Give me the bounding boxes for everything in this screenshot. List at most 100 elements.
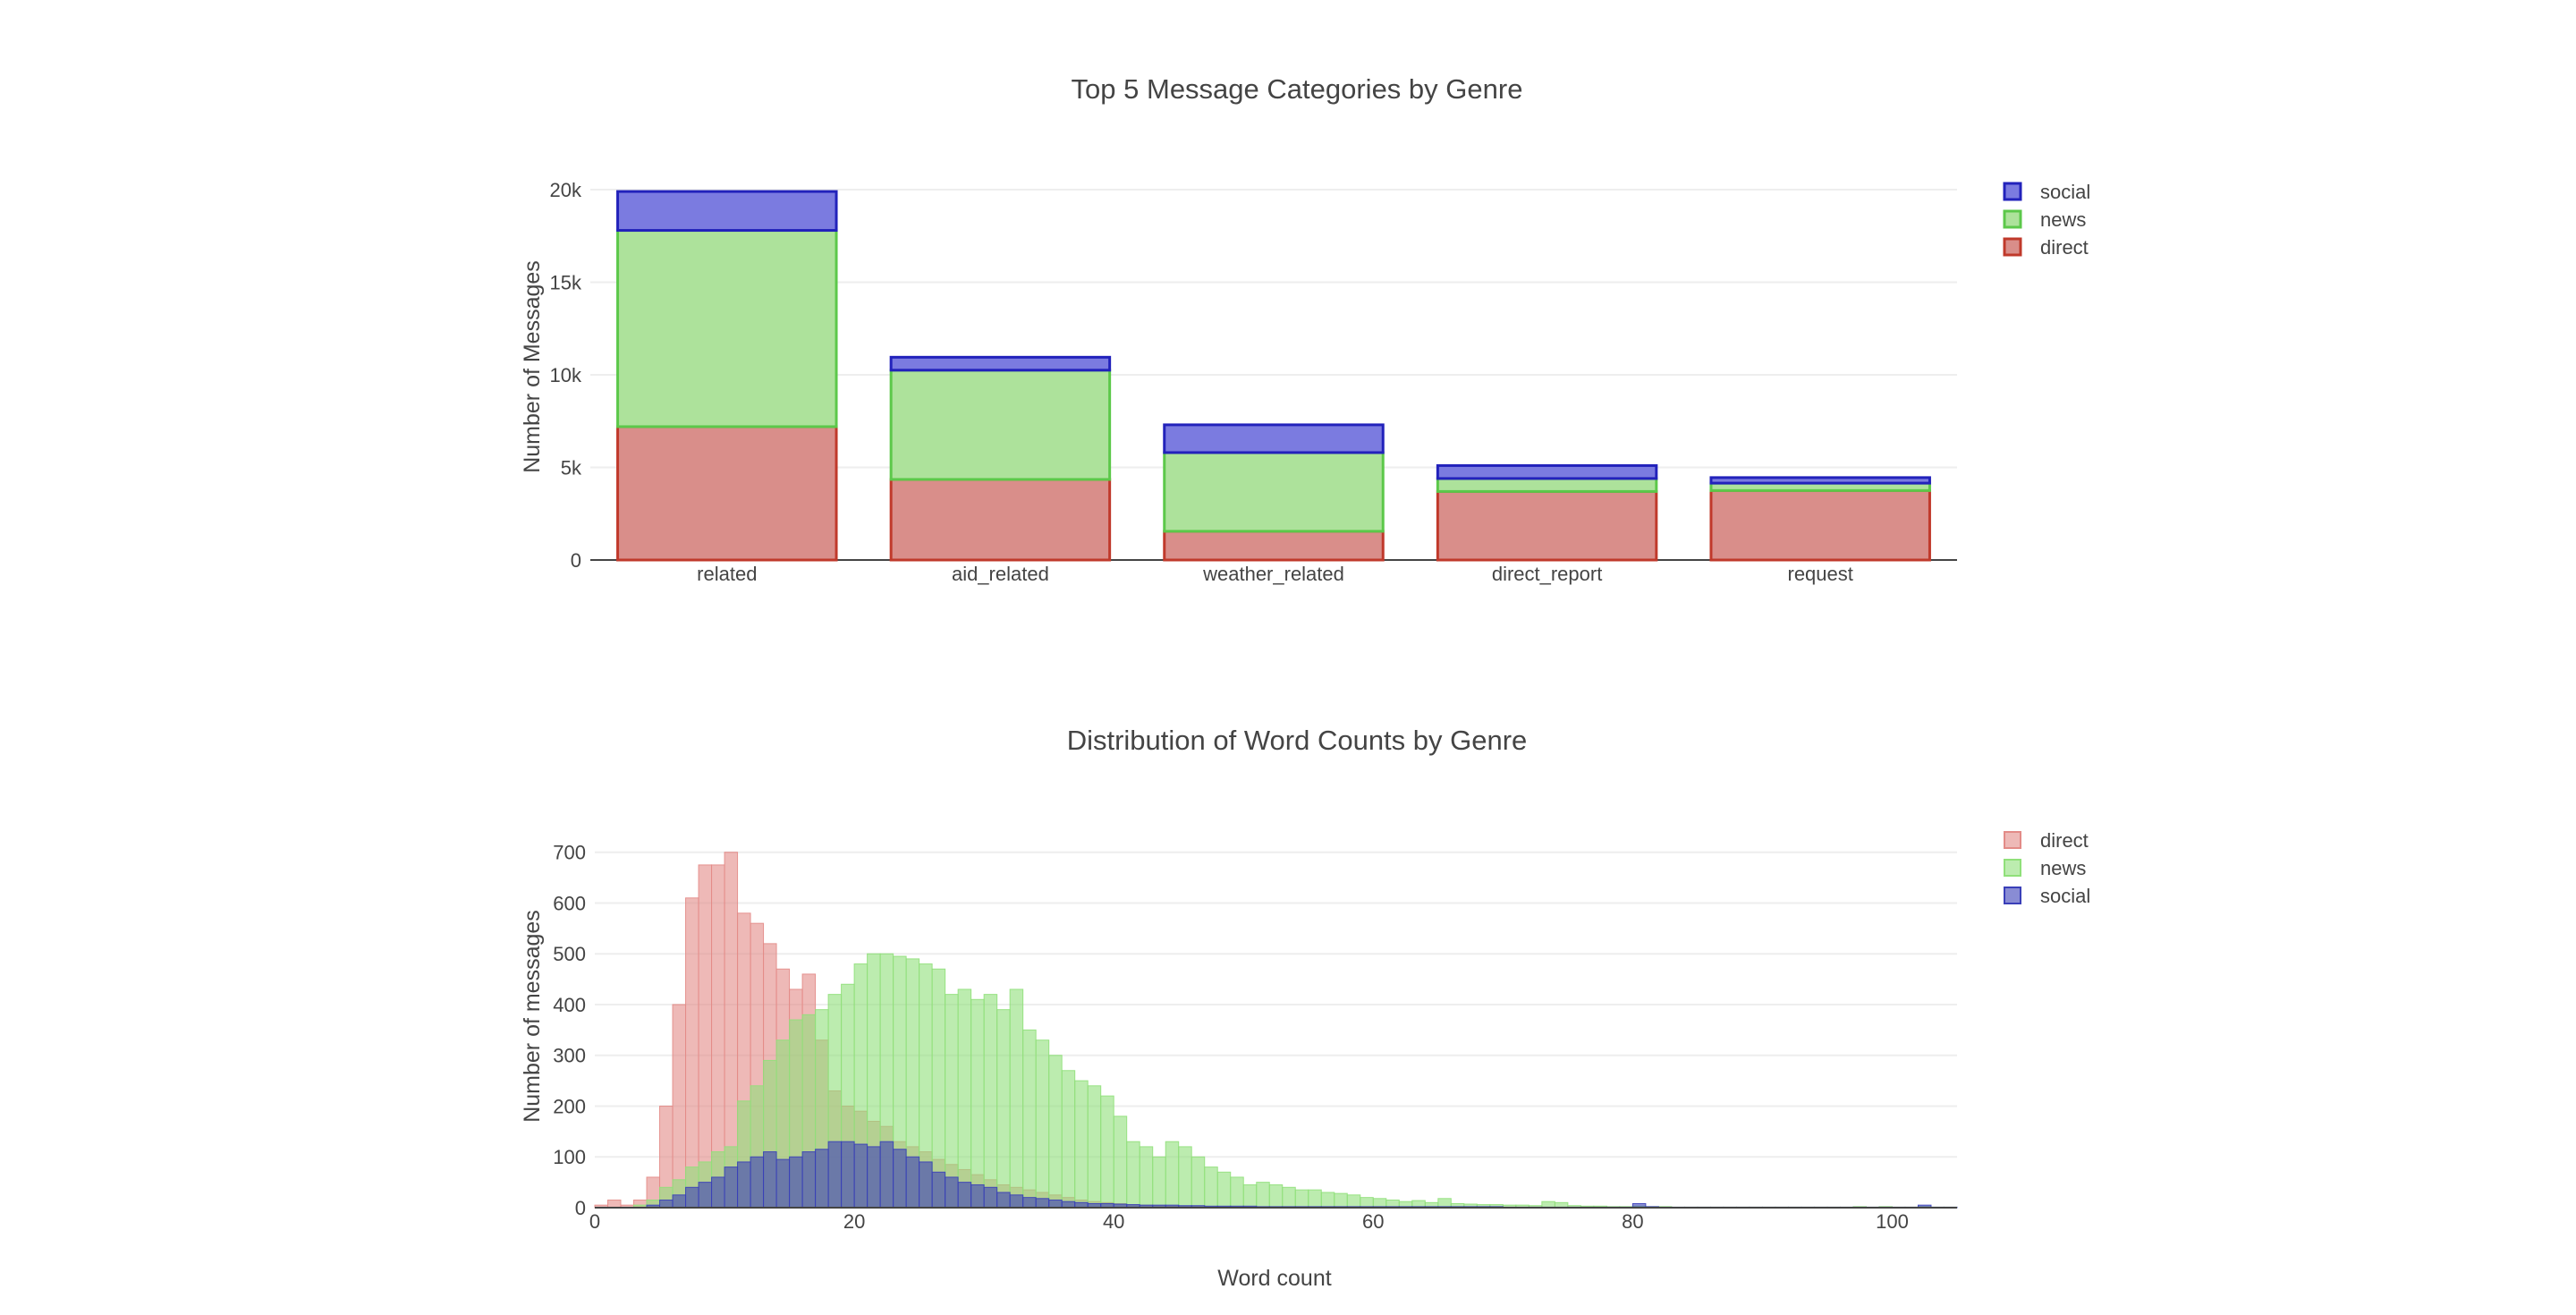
hist-bar-direct[interactable]	[607, 1199, 622, 1209]
hist-bar-news[interactable]	[1009, 988, 1024, 1209]
chart2-y-tick: 700	[553, 842, 586, 864]
legend-label-social[interactable]: social	[2040, 181, 2090, 203]
bar-direct-direct_report[interactable]	[1436, 489, 1658, 562]
hist-bar-social[interactable]	[737, 1161, 751, 1209]
hist-bar-social[interactable]	[659, 1199, 674, 1209]
hist-bar-social[interactable]	[1009, 1194, 1024, 1209]
bar-news-related[interactable]	[616, 229, 838, 428]
hist-bar-social[interactable]	[841, 1141, 855, 1209]
legend-label-direct[interactable]: direct	[2040, 236, 2089, 259]
hist-bar-social[interactable]	[996, 1192, 1011, 1209]
hist-bar-social[interactable]	[879, 1141, 894, 1209]
hist-bar-news[interactable]	[1256, 1182, 1270, 1209]
hist-bar-social[interactable]	[698, 1182, 713, 1209]
hist-bar-direct[interactable]	[672, 1004, 687, 1209]
hist-bar-social[interactable]	[983, 1186, 998, 1209]
legend-swatch-social[interactable]	[2004, 887, 2021, 904]
hist-bar-news[interactable]	[983, 994, 998, 1209]
bar-direct-aid_related[interactable]	[889, 478, 1112, 562]
chart2-x-tick-labels: 0 20 40 60 80 100	[589, 1210, 1909, 1233]
hist-bar-news[interactable]	[996, 1009, 1011, 1209]
hist-bar-social[interactable]	[1048, 1199, 1063, 1209]
hist-bar-news[interactable]	[1139, 1146, 1154, 1209]
hist-bar-news[interactable]	[1204, 1167, 1218, 1209]
hist-bar-social[interactable]	[893, 1149, 907, 1209]
hist-bar-social[interactable]	[711, 1176, 725, 1209]
hist-bar-social[interactable]	[945, 1176, 959, 1209]
hist-bar-news[interactable]	[1294, 1189, 1309, 1209]
bar-direct-weather_related[interactable]	[1163, 530, 1385, 562]
hist-bar-news[interactable]	[1230, 1176, 1244, 1209]
hist-bar-social[interactable]	[827, 1141, 843, 1209]
hist-bar-news[interactable]	[1216, 1171, 1232, 1209]
bar-direct-request[interactable]	[1709, 488, 1931, 562]
hist-bar-news[interactable]	[1074, 1080, 1089, 1209]
legend-label-news[interactable]: news	[2040, 857, 2086, 879]
hist-bar-news[interactable]	[945, 994, 959, 1209]
hist-bar-social[interactable]	[931, 1171, 946, 1209]
hist-bar-news[interactable]	[1048, 1055, 1063, 1209]
hist-bar-social[interactable]	[801, 1151, 817, 1209]
hist-bar-social[interactable]	[970, 1184, 985, 1209]
bar-social-direct_report[interactable]	[1436, 463, 1658, 480]
hist-bar-news[interactable]	[1178, 1146, 1192, 1209]
hist-bar-news[interactable]	[1308, 1189, 1322, 1209]
bar-direct-related[interactable]	[616, 425, 838, 562]
hist-bar-news[interactable]	[1346, 1194, 1361, 1209]
hist-bar-news[interactable]	[1282, 1186, 1296, 1209]
hist-bar-news[interactable]	[1035, 1039, 1050, 1209]
hist-bar-news[interactable]	[1320, 1192, 1335, 1209]
hist-bar-social[interactable]	[775, 1158, 791, 1209]
hist-bar-news[interactable]	[1268, 1184, 1284, 1209]
legend-swatch-news[interactable]	[2004, 859, 2021, 877]
bar-news-weather_related[interactable]	[1163, 451, 1385, 533]
legend-swatch-news[interactable]	[2003, 209, 2022, 229]
legend-swatch-social[interactable]	[2003, 182, 2022, 201]
hist-bar-news[interactable]	[957, 988, 972, 1209]
hist-bar-social[interactable]	[1022, 1197, 1037, 1209]
hist-bar-news[interactable]	[1360, 1197, 1374, 1209]
hist-bar-social[interactable]	[763, 1151, 777, 1209]
chart2-legend[interactable]: direct news social	[2004, 829, 2090, 907]
hist-bar-social[interactable]	[672, 1194, 687, 1209]
bar-news-direct_report[interactable]	[1436, 477, 1658, 493]
bar-social-aid_related[interactable]	[889, 355, 1112, 372]
bar-news-aid_related[interactable]	[889, 369, 1112, 481]
hist-bar-news[interactable]	[1191, 1156, 1206, 1209]
hist-bar-social[interactable]	[750, 1156, 765, 1209]
bar-social-request[interactable]	[1709, 476, 1931, 485]
legend-label-news[interactable]: news	[2040, 208, 2086, 231]
bar-social-related[interactable]	[616, 190, 838, 233]
hist-bar-social[interactable]	[685, 1186, 699, 1209]
hist-bar-news[interactable]	[1100, 1095, 1114, 1209]
hist-bar-news[interactable]	[1022, 1029, 1037, 1209]
hist-bar-social[interactable]	[853, 1143, 869, 1209]
legend-label-social[interactable]: social	[2040, 885, 2090, 907]
hist-bar-news[interactable]	[1126, 1141, 1140, 1209]
chart1-legend[interactable]: social news direct	[2003, 181, 2090, 259]
hist-bar-social[interactable]	[1061, 1200, 1076, 1209]
hist-bar-news[interactable]	[1242, 1184, 1258, 1209]
hist-bar-news[interactable]	[1061, 1070, 1076, 1209]
legend-swatch-direct[interactable]	[2004, 831, 2021, 849]
hist-bar-social[interactable]	[724, 1167, 739, 1209]
hist-bar-social[interactable]	[905, 1156, 920, 1209]
bar-social-weather_related[interactable]	[1163, 423, 1385, 454]
category-bar-chart: Top 5 Message Categories by Genre relate…	[520, 73, 2090, 585]
hist-bar-direct[interactable]	[685, 897, 699, 1209]
hist-bar-social[interactable]	[919, 1161, 933, 1209]
hist-bar-social[interactable]	[867, 1146, 881, 1209]
legend-swatch-direct[interactable]	[2003, 237, 2022, 257]
hist-bar-news[interactable]	[970, 998, 985, 1209]
hist-bar-news[interactable]	[1087, 1085, 1102, 1209]
hist-bar-news[interactable]	[1113, 1116, 1128, 1209]
hist-bar-news[interactable]	[1334, 1192, 1348, 1209]
hist-bar-direct[interactable]	[698, 864, 713, 1209]
legend-label-direct[interactable]: direct	[2040, 829, 2089, 852]
hist-bar-social[interactable]	[789, 1156, 803, 1209]
hist-bar-social[interactable]	[957, 1182, 972, 1209]
hist-bar-social[interactable]	[1035, 1198, 1050, 1209]
hist-bar-news[interactable]	[1165, 1141, 1180, 1209]
hist-bar-social[interactable]	[815, 1149, 829, 1209]
hist-bar-news[interactable]	[1152, 1156, 1166, 1209]
